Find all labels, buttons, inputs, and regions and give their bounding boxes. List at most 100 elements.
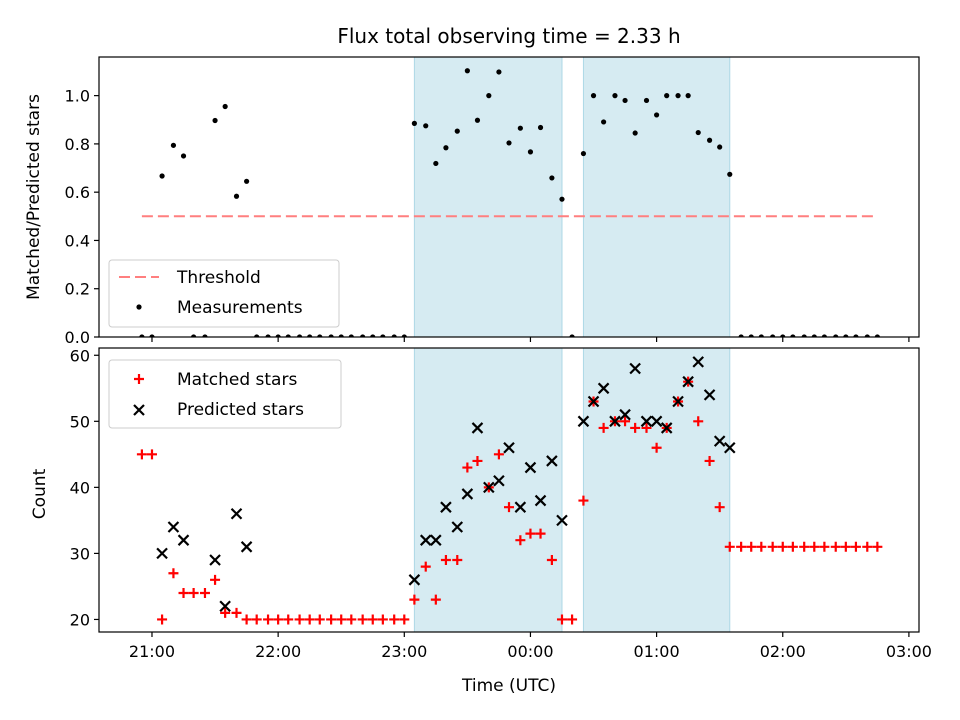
measurements-point — [254, 334, 260, 337]
predicted-stars-point — [556, 514, 568, 527]
matched-stars-point — [777, 541, 788, 552]
measurements-point — [391, 334, 397, 337]
measurements-point — [695, 129, 701, 136]
matched-stars-point — [357, 614, 368, 625]
measurements-point — [685, 93, 691, 99]
measurements-point — [590, 93, 597, 99]
predicted-stars-point — [660, 422, 673, 434]
predicted-stars-point — [672, 395, 684, 408]
measurements-point — [727, 171, 733, 177]
y-tick-label: 0.6 — [65, 183, 90, 202]
matched-stars-point — [367, 614, 378, 625]
matched-stars-point — [714, 502, 725, 513]
matched-stars-point — [641, 422, 652, 433]
matched-stars-point — [872, 541, 883, 552]
predicted-stars-point — [408, 574, 421, 586]
matched-stars-point — [693, 416, 704, 427]
measurements-point — [780, 334, 786, 337]
x-tick-label: 02:00 — [760, 642, 806, 661]
measurements-point — [159, 173, 165, 179]
matched-stars-point — [452, 555, 463, 566]
observing-window-2 — [582, 348, 731, 632]
predicted-stars-point — [167, 521, 180, 533]
measurements-point — [275, 334, 281, 337]
matched-stars-point — [273, 614, 284, 625]
legend-measurements-swatch — [136, 304, 142, 310]
matched-stars-point — [799, 541, 810, 552]
predicted-stars-point — [546, 455, 558, 467]
predicted-stars-point — [640, 415, 653, 428]
predicted-stars-point — [609, 415, 621, 428]
measurements-point — [370, 334, 376, 337]
predicted-stars-point — [619, 408, 631, 421]
measurements-point — [622, 97, 628, 104]
matched-stars-point — [168, 568, 179, 579]
matched-stars-point — [389, 614, 400, 625]
measurements-point — [559, 196, 565, 202]
observing-window-2 — [582, 57, 731, 337]
predicted-stars-point — [597, 382, 610, 395]
matched-stars-point — [493, 449, 504, 460]
predicted-stars-point — [682, 375, 694, 388]
x-tick-label: 03:00 — [886, 642, 932, 661]
predicted-stars-point — [493, 474, 505, 487]
x-tick-label: 22:00 — [255, 642, 301, 661]
y-tick-label: 30 — [70, 544, 90, 563]
count-panel: 20 30 40 50 60 21:00 22:00 23:00 00:00 01:00 02:00… — [70, 346, 932, 661]
matched-stars-point — [263, 614, 274, 625]
x-tick-label: 23:00 — [381, 642, 427, 661]
matched-stars-point — [199, 588, 210, 599]
matched-stars-point — [336, 614, 347, 625]
measurements-point — [612, 93, 618, 99]
matched-stars-point — [819, 541, 830, 552]
measurements-point — [348, 334, 354, 337]
x-axis-label: Time (UTC) — [461, 676, 556, 696]
matched-stars-point — [767, 541, 778, 552]
matched-stars-point — [420, 561, 431, 572]
legend-measurements-label: Measurements — [177, 298, 303, 318]
matched-stars-point — [850, 541, 861, 552]
matched-stars-point — [515, 535, 526, 546]
predicted-stars-point — [629, 362, 641, 375]
measurements-point — [317, 334, 323, 337]
measurements-point — [811, 334, 817, 337]
matched-stars-point — [598, 422, 609, 433]
predicted-stars-point — [240, 541, 253, 553]
matched-stars-point — [736, 541, 747, 552]
measurements-point — [212, 117, 218, 124]
y-tick-label: 40 — [70, 478, 90, 497]
ratio-panel: 0.0 0.2 0.4 0.6 0.8 1.0 Threshold Measurements — [65, 56, 920, 347]
legend-matched-swatch — [134, 374, 144, 384]
measurements-point — [244, 178, 250, 184]
matched-stars-point — [809, 541, 820, 552]
predicted-stars-point — [451, 521, 464, 533]
predicted-stars-point — [230, 507, 243, 520]
measurements-point — [296, 334, 303, 337]
axes-frame — [98, 347, 920, 633]
y-tick-label: 0.2 — [65, 280, 90, 299]
matched-stars-point — [472, 455, 483, 466]
measurements-point — [874, 334, 880, 337]
matched-stars-point — [620, 416, 631, 427]
predicted-stars-point — [692, 356, 705, 368]
matched-stars-point — [409, 594, 420, 605]
matched-stars-point — [346, 614, 357, 625]
measurements-point — [717, 144, 723, 150]
measurements-point — [433, 160, 439, 167]
measurements-point — [222, 103, 228, 110]
measurements-point — [443, 145, 449, 151]
predicted-stars-point — [461, 488, 474, 500]
matched-stars-point — [440, 555, 451, 566]
matched-stars-point — [399, 614, 410, 625]
legend-predicted-swatch — [133, 404, 145, 416]
matched-stars-point — [535, 528, 546, 539]
predicted-stars-point — [534, 494, 547, 507]
measurements-point — [180, 153, 187, 159]
legend-threshold-label: Threshold — [176, 268, 261, 288]
measurements-point — [149, 334, 155, 337]
legend-box — [108, 359, 342, 429]
predicted-stars-point — [587, 395, 600, 408]
matched-stars-point — [746, 541, 757, 552]
measurements-point — [853, 334, 859, 337]
matched-stars-point — [840, 541, 851, 552]
